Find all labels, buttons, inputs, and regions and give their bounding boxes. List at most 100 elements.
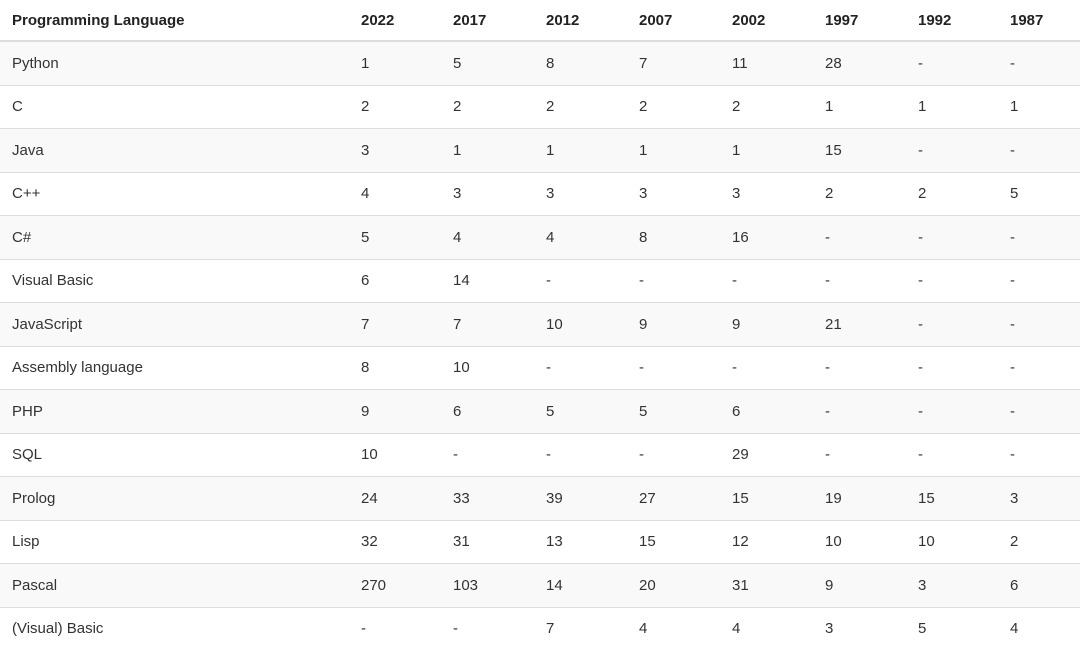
rank-cell: - [349,606,441,650]
rank-cell: 9 [813,563,906,607]
table-header: Programming Language 2022 2017 2012 2007 2002… [0,0,1080,42]
rank-cell: 4 [627,606,720,650]
rank-cell: 3 [534,171,627,216]
rank-cell: - [813,432,906,477]
language-cell: Lisp [0,519,349,564]
table-row: C++ 4 3 3 3 3 2 2 5 [0,171,1080,216]
rank-cell: 2 [349,84,441,129]
table-row: Pascal 270 103 14 20 31 9 3 6 [0,563,1080,607]
rank-cell: 2 [534,84,627,129]
rank-cell: 12 [720,519,813,564]
language-cell: PHP [0,389,349,433]
rank-cell: 4 [534,215,627,259]
header-cell: Programming Language [0,0,349,42]
language-cell: Pascal [0,563,349,607]
rank-cell: 7 [349,302,441,346]
rank-cell: - [998,258,1080,303]
rank-cell: 5 [998,171,1080,216]
rank-cell: 31 [720,563,813,607]
rank-cell: 16 [720,215,813,259]
rank-cell: 33 [441,476,534,520]
table-row: Python 1 5 8 7 11 28- - [0,40,1080,85]
language-cell: Java [0,128,349,172]
rank-cell: - [998,40,1080,85]
rank-cell: 14 [534,563,627,607]
rank-cell: 6 [998,563,1080,607]
rank-cell: - [813,258,906,303]
language-cell: Visual Basic [0,258,349,303]
language-cell: C++ [0,171,349,216]
rank-cell: 1 [627,128,720,172]
header-cell: 1992 [906,0,998,42]
rank-cell: - [627,345,720,390]
table-row: Lisp 32 31 13 15 12 10 10 2 [0,519,1080,564]
table-row: Java 3 1 1 1 1 15- - [0,128,1080,172]
rank-cell: 7 [534,606,627,650]
rank-cell: 3 [720,171,813,216]
language-cell: Python [0,40,349,85]
rank-cell: 10 [906,519,998,564]
rank-cell: - [906,258,998,303]
header-cell: 2012 [534,0,627,42]
rank-cell: - [998,432,1080,477]
rank-cell: - [998,389,1080,433]
rank-cell: 5 [349,215,441,259]
rank-cell: 2 [627,84,720,129]
rank-cell: 4 [441,215,534,259]
rank-cell: 11 [720,40,813,85]
rank-cell: 270 [349,563,441,607]
rank-cell: 5 [534,389,627,433]
rank-cell: 1 [349,40,441,85]
rank-cell: - [998,128,1080,172]
header-cell: 2007 [627,0,720,42]
rank-cell: 20 [627,563,720,607]
rank-cell: 10 [441,345,534,390]
rank-cell: 27 [627,476,720,520]
rank-cell: 31 [441,519,534,564]
rank-cell: 9 [349,389,441,433]
rank-cell: - [627,432,720,477]
rank-cell: 5 [441,40,534,85]
rank-cell: - [813,345,906,390]
rank-cell: 1 [906,84,998,129]
rank-cell: - [906,40,998,85]
table-row: PHP 9 6 5 5 6- - - [0,389,1080,433]
rank-cell: 7 [627,40,720,85]
table-body: Python 1 5 8 7 11 28- - C 2 2 2 2 2 1 1 1 Java 3 1 1 1 1 15- - C+… [0,40,1080,650]
rank-cell: - [906,302,998,346]
rank-cell: - [906,432,998,477]
rank-cell: - [441,432,534,477]
language-cell: C# [0,215,349,259]
rank-cell: 21 [813,302,906,346]
rank-cell: - [441,606,534,650]
rank-cell: 7 [441,302,534,346]
rank-cell: 4 [349,171,441,216]
rank-cell: 3 [906,563,998,607]
rank-cell: 8 [534,40,627,85]
rank-cell: 15 [627,519,720,564]
rank-cell: 4 [998,606,1080,650]
rank-cell: 3 [998,476,1080,520]
rank-cell: 3 [441,171,534,216]
table-row: Assembly language 8 10- - - - - - [0,345,1080,390]
rank-cell: - [720,345,813,390]
rank-cell: 2 [441,84,534,129]
table-row: JavaScript 7 7 10 9 9 21- - [0,302,1080,346]
rank-cell: 3 [813,606,906,650]
table-row: C# 5 4 4 8 16- - - [0,215,1080,259]
language-cell: Prolog [0,476,349,520]
rank-cell: - [534,345,627,390]
rank-cell: 3 [627,171,720,216]
rank-cell: - [906,128,998,172]
rank-cell: - [534,258,627,303]
rank-cell: 6 [720,389,813,433]
language-cell: JavaScript [0,302,349,346]
rank-cell: 10 [534,302,627,346]
header-cell: 2002 [720,0,813,42]
rank-cell: 2 [813,171,906,216]
rank-cell: 1 [813,84,906,129]
rank-cell: 3 [349,128,441,172]
rank-cell: 6 [441,389,534,433]
